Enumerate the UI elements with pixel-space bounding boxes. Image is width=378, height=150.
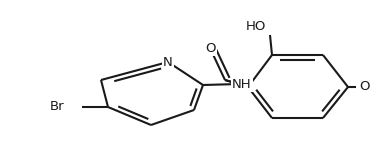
Text: HO: HO xyxy=(246,21,266,33)
Text: N: N xyxy=(163,56,173,69)
Text: O: O xyxy=(359,81,369,93)
Text: CH₃: CH₃ xyxy=(377,81,378,93)
Text: NH: NH xyxy=(232,78,252,90)
Text: Br: Br xyxy=(50,100,64,114)
Text: O: O xyxy=(205,42,215,54)
